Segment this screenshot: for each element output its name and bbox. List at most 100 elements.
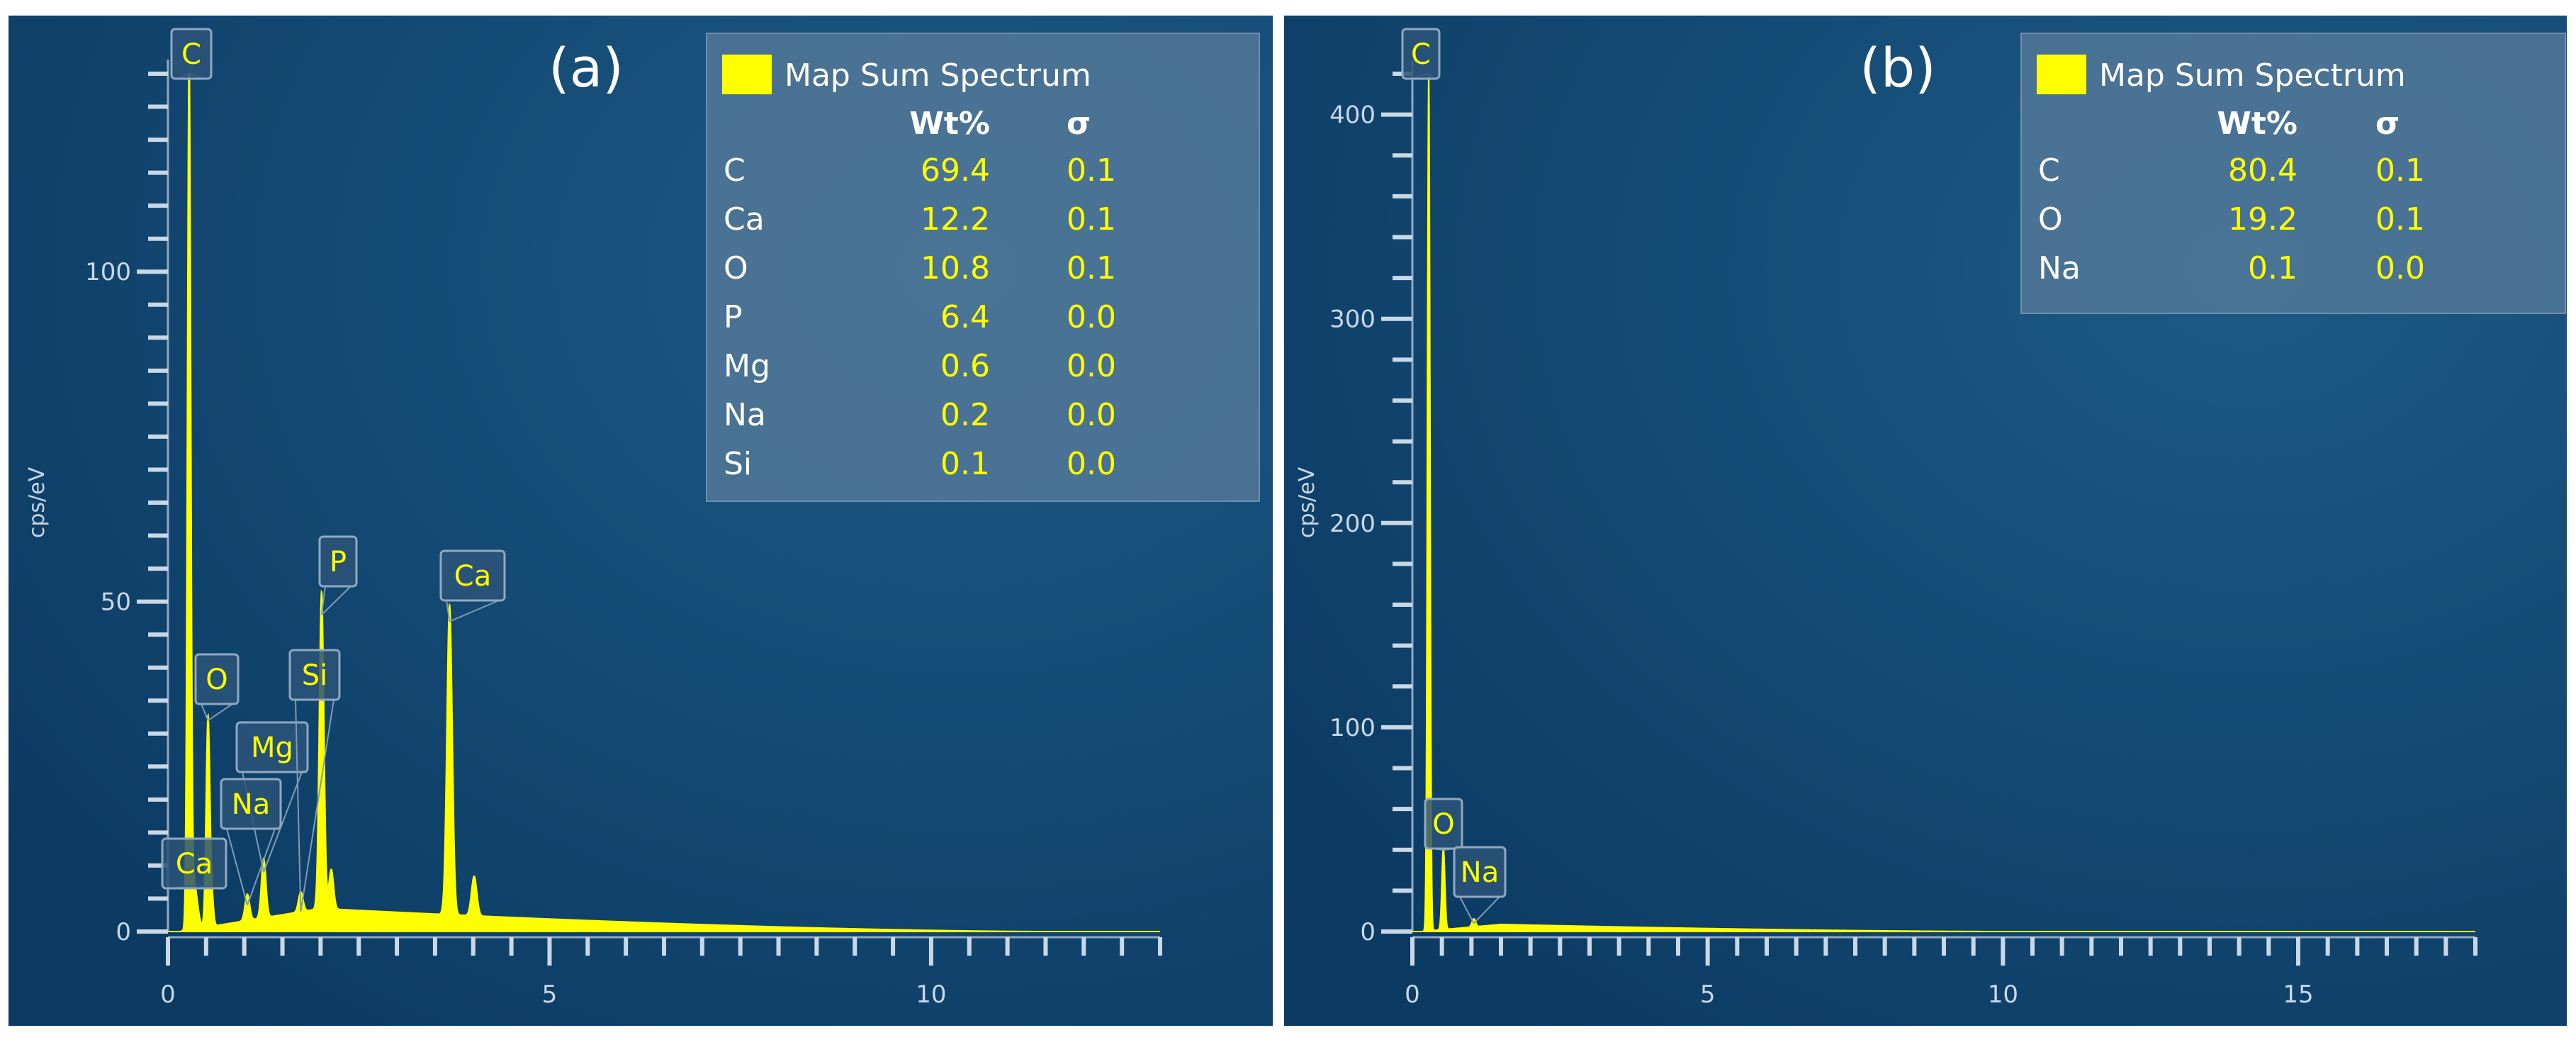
peak-label-box <box>161 837 227 890</box>
panel-label: (a) <box>549 36 624 99</box>
peak-label: C <box>170 28 213 80</box>
peak-label-box <box>1453 846 1507 898</box>
peak-label: O <box>194 653 240 721</box>
legend-row-element: P <box>724 299 743 335</box>
legend-row-wt: 0.1 <box>2248 250 2297 286</box>
legend-box <box>706 33 1260 502</box>
peak-label-text: Na <box>1461 856 1499 889</box>
peak-label: Na <box>220 778 282 906</box>
legend-row-sigma: 0.1 <box>1067 201 1116 237</box>
legend-swatch <box>722 55 772 94</box>
y-tick-label: 50 <box>101 588 131 617</box>
peak-leader-line <box>226 828 248 906</box>
peak-label-box <box>220 778 282 830</box>
peak-leader-line <box>247 828 276 906</box>
peak-label-text: P <box>330 546 347 578</box>
legend-title: Map Sum Spectrum <box>784 57 1091 94</box>
peak-label: P <box>318 535 358 615</box>
legend-row-element: Na <box>2038 250 2081 286</box>
peak-label-box <box>288 649 341 701</box>
legend-header-wt: Wt% <box>909 106 990 142</box>
legend-box <box>2020 33 2566 314</box>
peak-leader-line <box>449 600 500 622</box>
legend: Map Sum Spectrum Wt% σ C 69.4 0.1 Ca 12.2 0.1 O 10… <box>706 33 1260 502</box>
peak-leader-line <box>207 703 233 721</box>
peak-label-box <box>235 721 309 773</box>
peak-leader-line <box>263 771 303 873</box>
peak-label-text: C <box>1411 38 1431 71</box>
x-tick-label: 5 <box>1700 980 1716 1009</box>
peak-label-box <box>1401 28 1441 80</box>
peak-leader-line <box>446 600 451 622</box>
y-tick-label: 200 <box>1329 510 1376 538</box>
peak-label: Ca <box>439 549 506 622</box>
legend-row-sigma: 0.0 <box>1067 446 1116 482</box>
y-tick-label: 0 <box>116 918 131 946</box>
legend-row-element: Ca <box>724 201 765 237</box>
spectrum-panel-b: 0 100 200 300 400 0 5 10 15 cps/eV C O Na (b) Map Sum … <box>1284 16 2567 1026</box>
spectrum-series-b <box>1412 76 2475 932</box>
legend-row-sigma: 0.0 <box>2375 250 2425 286</box>
y-tick-label: 0 <box>1360 918 1376 946</box>
spectrum-series-a <box>168 73 1160 932</box>
y-tick-label: 100 <box>1329 714 1376 742</box>
legend: Map Sum Spectrum Wt% σ C 80.4 0.1 O 19.2 0.1 Na 0.… <box>2020 33 2566 314</box>
peak-label-box <box>439 549 506 602</box>
legend-row-wt: 0.2 <box>940 397 990 433</box>
peak-label-text: O <box>206 664 227 696</box>
x-tick-label: 5 <box>542 980 558 1009</box>
peak-label: Ca <box>161 837 227 890</box>
legend-row-sigma: 0.0 <box>1067 397 1116 433</box>
legend-row-wt: 0.6 <box>940 348 990 384</box>
peak-label-box <box>318 535 358 588</box>
peak-leader-line <box>300 699 334 912</box>
legend-row-element: C <box>724 152 746 189</box>
legend-header-wt: Wt% <box>2217 106 2297 142</box>
legend-row-sigma: 0.0 <box>1067 348 1116 384</box>
x-tick-label: 0 <box>160 980 176 1009</box>
legend-row-element: C <box>2038 152 2060 189</box>
spectrum-chart-a: 0 50 100 0 5 10 cps/eV C O Mg Na Si P Ca Ca (a) Map Sum … <box>9 16 1273 1026</box>
peak-label-text: Na <box>232 788 270 821</box>
peak-label: Mg <box>235 721 309 873</box>
x-tick-label: 0 <box>1405 980 1420 1009</box>
legend-row-element: Mg <box>724 348 770 384</box>
y-axis-title: cps/eV <box>1295 466 1320 538</box>
peak-leader-line <box>320 586 326 615</box>
peak-label-box <box>1424 798 1463 850</box>
legend-row-element: Na <box>724 397 766 433</box>
legend-header-sigma: σ <box>1067 106 1091 142</box>
peak-label-text: Ca <box>454 560 491 593</box>
peak-label-text: Si <box>302 659 328 692</box>
legend-row-sigma: 0.1 <box>2375 201 2425 237</box>
peak-label-text: Ca <box>176 848 213 880</box>
y-tick-label: 300 <box>1329 306 1376 334</box>
peak-label: O <box>1424 798 1463 851</box>
y-tick-label: 100 <box>85 258 131 286</box>
legend-swatch <box>2037 55 2086 94</box>
peak-label-text: O <box>1432 808 1454 841</box>
legend-row-sigma: 0.1 <box>2375 152 2425 189</box>
peak-label-text: C <box>181 38 201 71</box>
peak-leader-line <box>1459 896 1475 924</box>
peak-label-box <box>194 653 240 705</box>
panel-label: (b) <box>1860 36 1936 99</box>
legend-row-wt: 12.2 <box>921 201 990 237</box>
peak-leader-line <box>1473 896 1500 924</box>
legend-title: Map Sum Spectrum <box>2099 57 2406 94</box>
peak-leader-line <box>321 586 351 615</box>
x-tick-label: 10 <box>1988 980 2018 1009</box>
legend-row-element: O <box>2038 201 2063 237</box>
peak-label: Si <box>288 649 341 912</box>
legend-row-sigma: 0.1 <box>1067 152 1116 189</box>
legend-header-sigma: σ <box>2375 106 2400 142</box>
peak-label: C <box>1401 28 1441 80</box>
legend-row-sigma: 0.1 <box>1067 250 1116 286</box>
peak-label-text: Mg <box>251 732 293 764</box>
peak-label: Na <box>1453 846 1507 924</box>
legend-row-wt: 69.4 <box>921 152 990 189</box>
legend-row-wt: 6.4 <box>940 299 990 335</box>
legend-row-sigma: 0.0 <box>1067 299 1116 335</box>
legend-row-element: O <box>724 250 748 286</box>
